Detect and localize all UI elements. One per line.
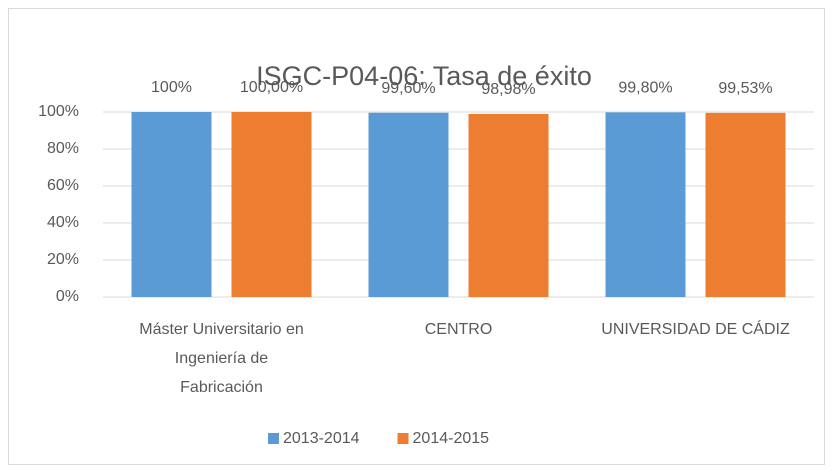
data-label: 100% bbox=[151, 79, 192, 96]
bar bbox=[605, 112, 686, 298]
data-label: 99,60% bbox=[381, 80, 435, 97]
y-tick-label: 80% bbox=[47, 140, 79, 157]
bar bbox=[468, 113, 549, 298]
y-tick-label: 60% bbox=[47, 177, 79, 194]
y-tick-label: 40% bbox=[47, 214, 79, 231]
y-tick-label: 20% bbox=[47, 251, 79, 268]
bar bbox=[705, 112, 786, 297]
data-label: 99,80% bbox=[618, 80, 672, 97]
x-tick-label: UNIVERSIDAD DE CÁDIZ bbox=[601, 319, 790, 338]
y-tick-label: 0% bbox=[56, 288, 79, 305]
x-tick-label: Máster Universitario en Ingeniería de Fabr… bbox=[139, 321, 304, 396]
data-label: 100,00% bbox=[240, 79, 303, 96]
y-tick-label: 100% bbox=[38, 103, 79, 120]
legend-swatch bbox=[268, 433, 279, 444]
chart-title: ISGC-P04-06: Tasa de éxito bbox=[256, 61, 592, 91]
x-tick-label: CENTRO bbox=[425, 321, 493, 338]
legend-label: 2013-2014 bbox=[283, 430, 360, 447]
bar bbox=[368, 112, 449, 298]
data-label: 98,98% bbox=[481, 81, 535, 98]
data-label: 99,53% bbox=[718, 80, 772, 97]
bar bbox=[131, 112, 212, 297]
legend-swatch bbox=[397, 433, 409, 444]
legend-label: 2014-2015 bbox=[413, 430, 490, 447]
bar bbox=[231, 112, 312, 297]
